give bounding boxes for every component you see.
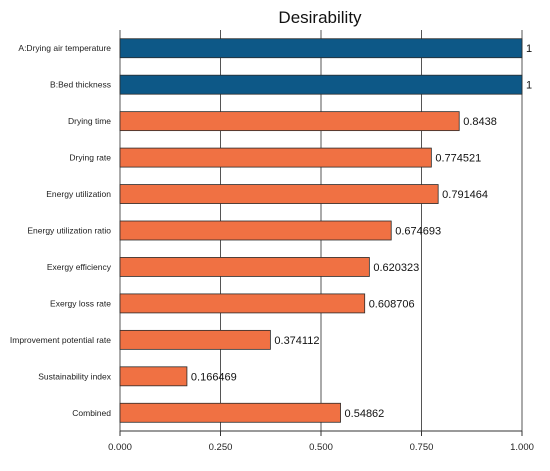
- x-tick-label: 0.750: [410, 442, 434, 453]
- bar: [119, 147, 432, 168]
- x-tick-label: 0.000: [108, 442, 132, 453]
- category-label: Drying rate: [69, 153, 111, 163]
- value-label: 1: [526, 43, 532, 55]
- value-label: 0.54862: [345, 408, 385, 420]
- value-label: 0.674693: [395, 226, 441, 238]
- category-label: Energy utilization ratio: [27, 226, 111, 236]
- value-label: 0.791464: [442, 189, 488, 201]
- value-label: 0.608706: [369, 298, 415, 310]
- category-label: B:Bed thickness: [50, 80, 111, 90]
- bar: [119, 329, 271, 350]
- bar: [119, 366, 188, 387]
- bar: [119, 38, 523, 59]
- value-label: 0.774521: [435, 153, 481, 165]
- bar: [119, 220, 392, 241]
- bars: [119, 38, 523, 423]
- x-tick-label: 0.500: [309, 442, 333, 453]
- category-label: Sustainability index: [38, 371, 112, 381]
- bar: [119, 402, 341, 423]
- category-label: Combined: [72, 408, 111, 418]
- value-label: 0.620323: [373, 262, 419, 274]
- x-tick-label: 0.250: [209, 442, 233, 453]
- value-label: 0.166469: [191, 371, 237, 383]
- value-labels: 1 1 0.8438 0.774521 0.791464 0.674693 0.620323…: [191, 43, 532, 420]
- category-label: A:Drying air temperature: [18, 43, 111, 53]
- category-label: Exergy efficiency: [47, 262, 112, 272]
- bar: [119, 74, 523, 95]
- bar: [119, 111, 460, 132]
- category-label: Drying time: [68, 116, 111, 126]
- value-label: 0.374112: [274, 335, 319, 347]
- bar: [119, 184, 439, 204]
- category-labels: A:Drying air temperature B:Bed thickness D…: [10, 43, 112, 418]
- bar: [119, 257, 370, 277]
- category-label: Exergy loss rate: [50, 298, 111, 308]
- chart-title: Desirability: [278, 8, 362, 27]
- value-label: 1: [526, 80, 532, 92]
- category-label: Improvement potential rate: [10, 335, 111, 345]
- x-tick-label: 1.000: [510, 442, 534, 453]
- x-axis: 0.000 0.250 0.500 0.750 1.000: [108, 430, 534, 453]
- value-label: 0.8438: [463, 116, 497, 128]
- category-label: Energy utilization: [46, 189, 111, 199]
- bar: [119, 293, 366, 314]
